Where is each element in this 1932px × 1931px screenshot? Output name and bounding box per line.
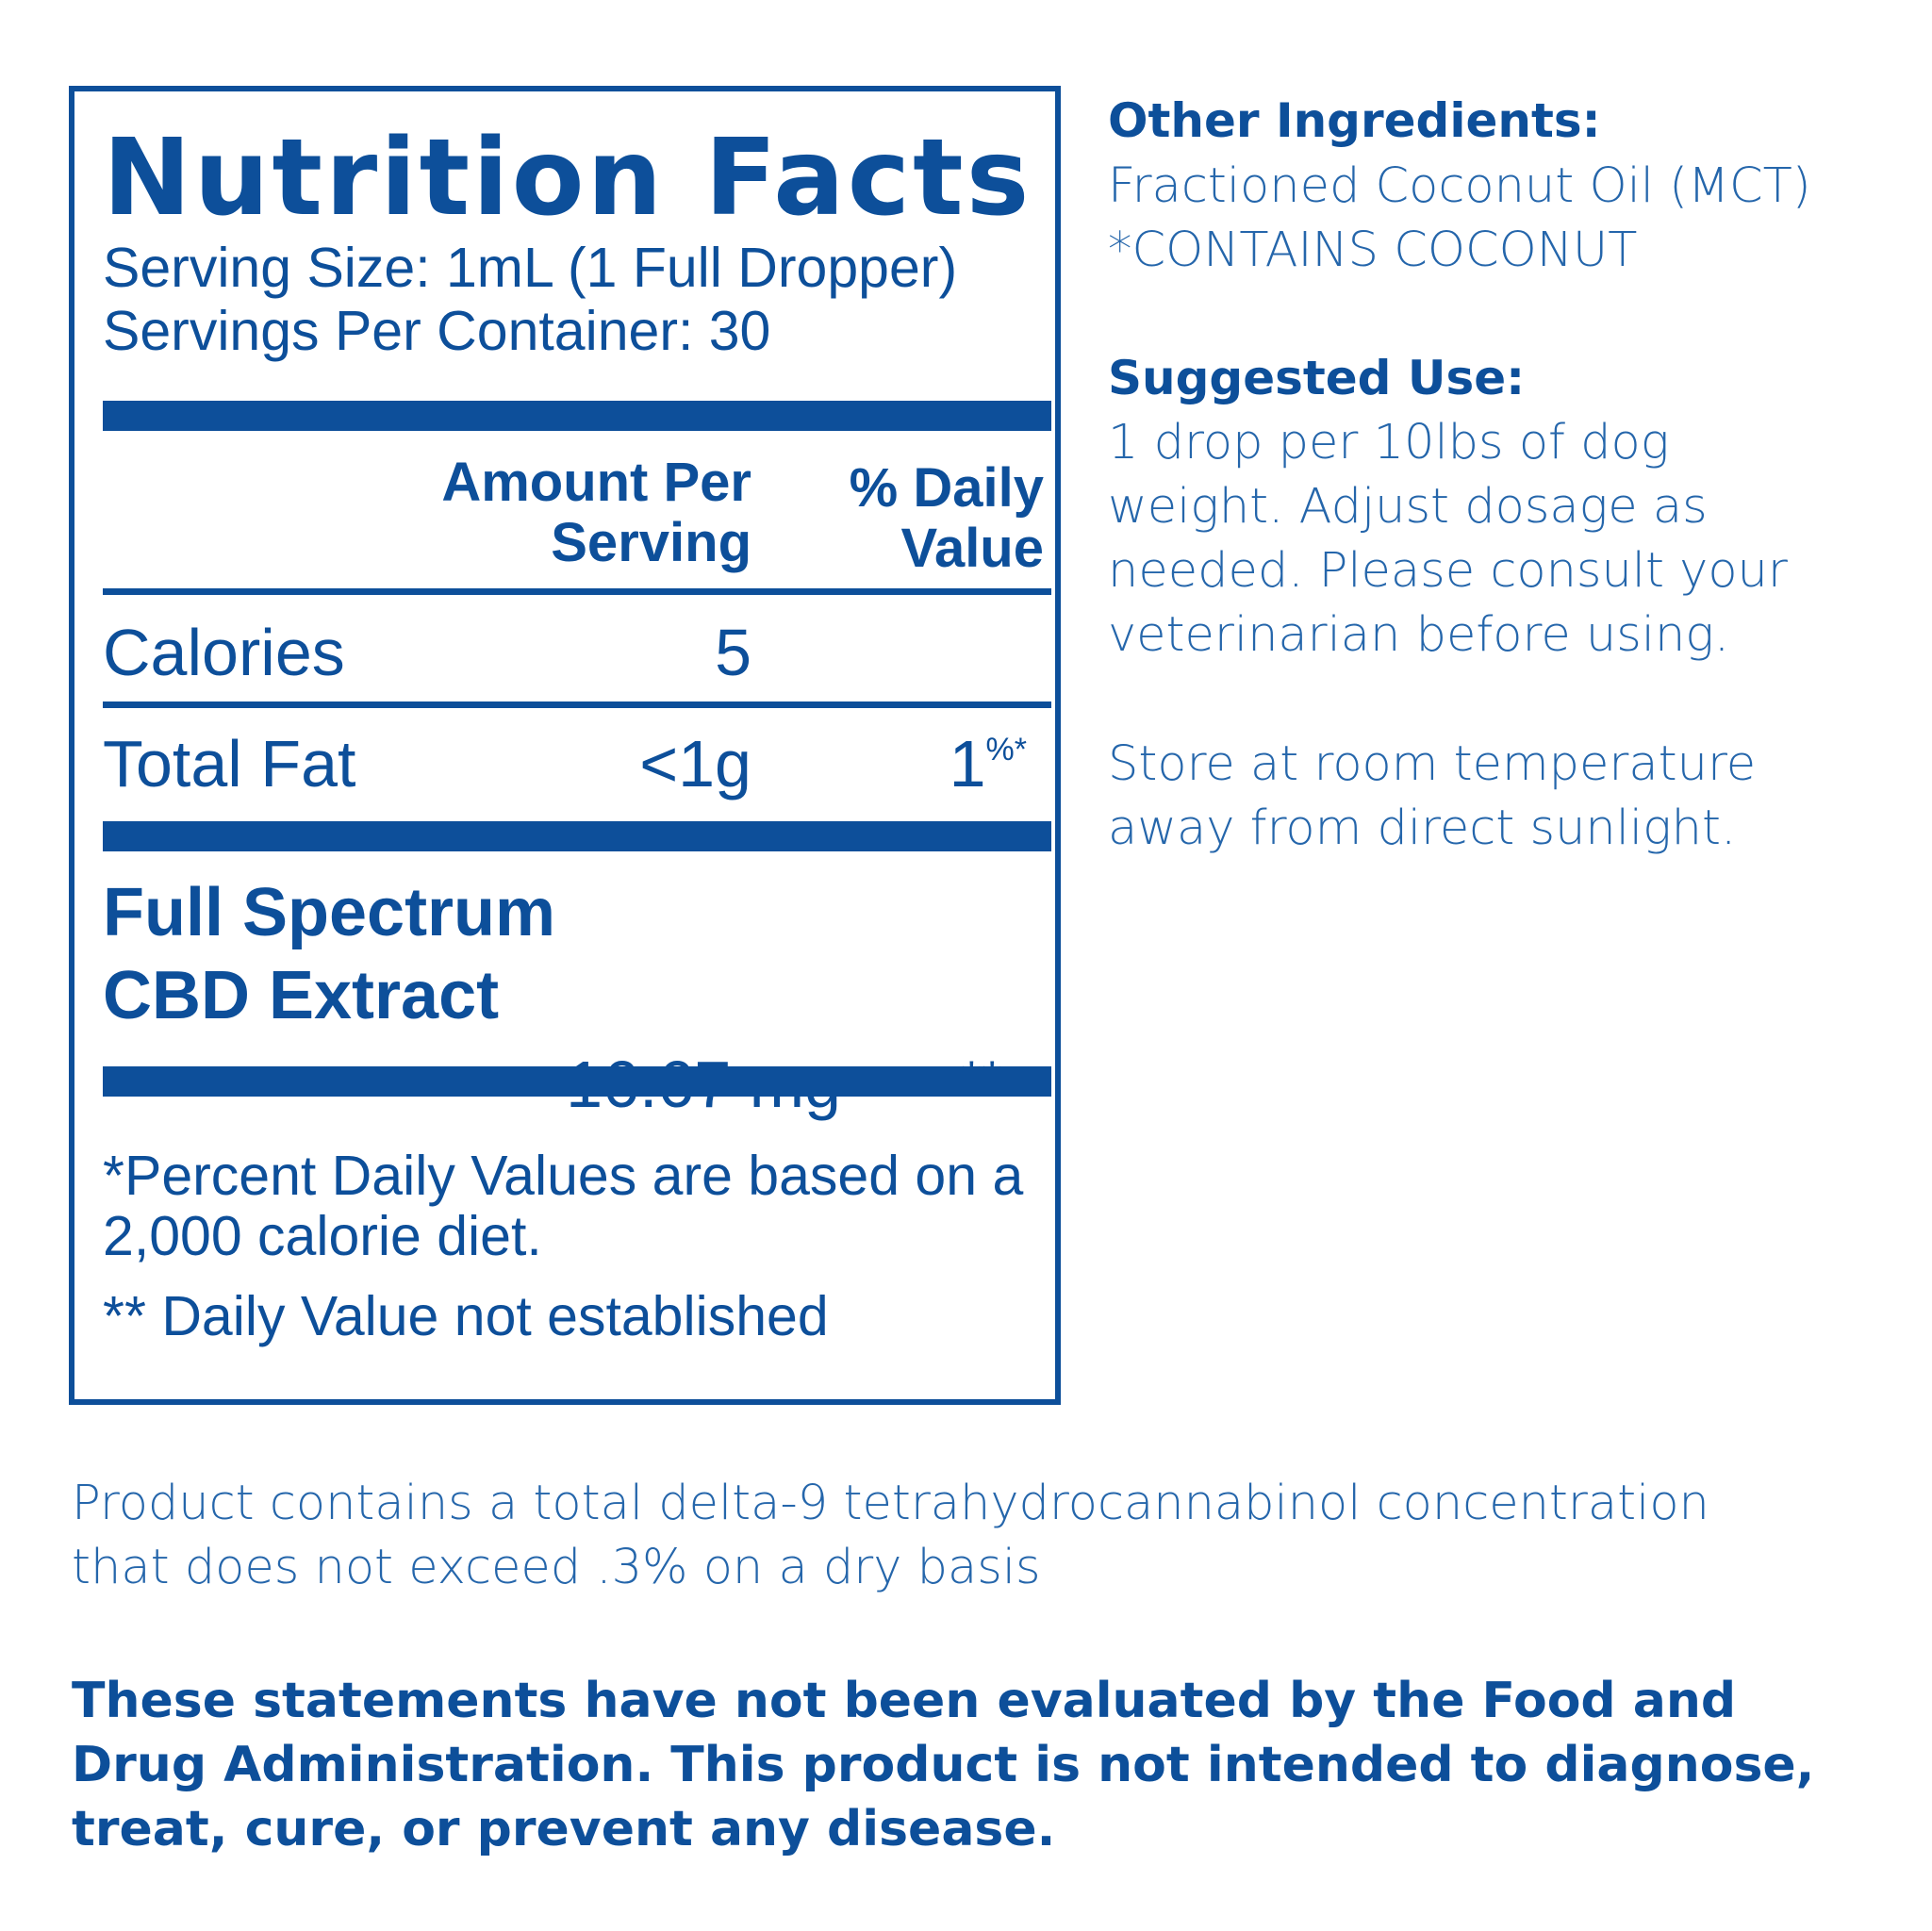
daily-value-header: % Daily Value — [849, 457, 1044, 579]
thick-divider — [103, 401, 1051, 431]
thc-statement: Product contains a total delta-9 tetrahy… — [72, 1476, 1709, 1595]
cbd-extract-label: Full Spectrum CBD Extract — [103, 875, 556, 1033]
daily-value-not-established: ** Daily Value not established — [103, 1285, 829, 1347]
thin-divider — [103, 701, 1051, 708]
percent-daily-footnote: *Percent Daily Values are based on a 2,0… — [103, 1145, 1024, 1267]
servings-per-container: Servings Per Container: 30 — [103, 300, 771, 362]
total-fat-amount: <1g — [639, 727, 751, 800]
suggested-use-text: 1 drop per 10lbs of dog weight. Adjust d… — [1108, 415, 1788, 663]
nutrition-facts-panel: Nutrition Facts Serving Size: 1mL (1 Ful… — [69, 86, 1061, 1405]
calories-amount: 5 — [715, 616, 751, 689]
total-fat-daily-value: 1%* — [949, 727, 1027, 800]
thick-divider — [103, 1066, 1051, 1097]
other-ingredients-heading: Other Ingredients: — [1108, 93, 1601, 148]
other-ingredients-text: Fractioned Coconut Oil (MCT) *CONTAINS C… — [1108, 158, 1811, 278]
storage-instructions: Store at room temperature away from dire… — [1108, 736, 1757, 856]
fda-disclaimer: These statements have not been evaluated… — [72, 1673, 1815, 1857]
calories-label: Calories — [103, 616, 345, 689]
thin-divider — [103, 588, 1051, 595]
total-fat-label: Total Fat — [103, 727, 356, 800]
thick-divider — [103, 821, 1051, 851]
suggested-use-heading: Suggested Use: — [1108, 351, 1526, 405]
serving-size: Serving Size: 1mL (1 Full Dropper) — [103, 237, 958, 299]
amount-per-serving-header: Amount Per Serving — [441, 452, 751, 573]
nutrition-facts-title: Nutrition Facts — [103, 117, 1032, 239]
